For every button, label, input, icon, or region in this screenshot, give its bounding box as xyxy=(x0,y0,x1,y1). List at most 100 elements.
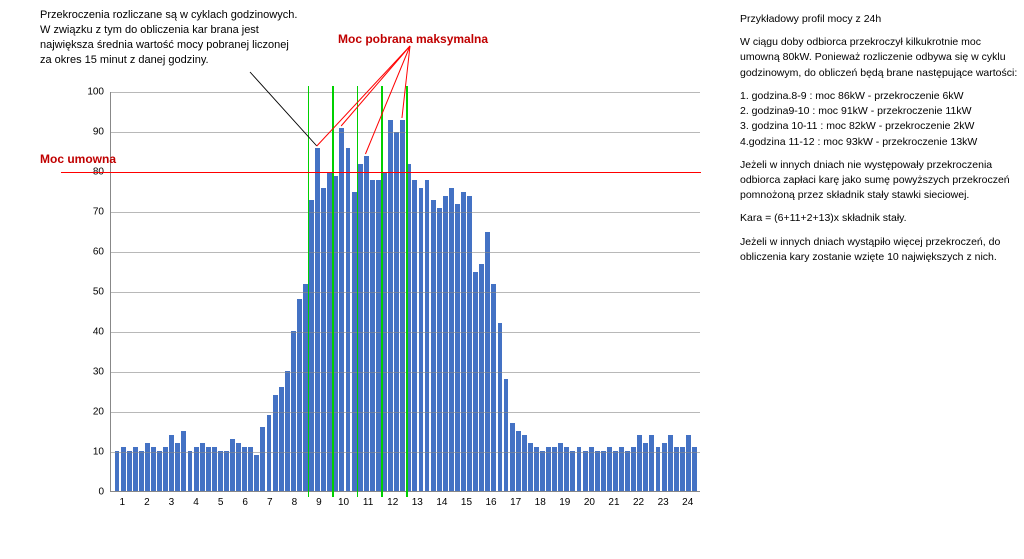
power-profile-chart: 0102030405060708090100123456789101112131… xyxy=(80,92,700,532)
bar xyxy=(352,192,357,491)
bar xyxy=(163,447,168,491)
x-tick-label: 4 xyxy=(193,497,199,508)
bar xyxy=(400,120,405,491)
bar xyxy=(510,423,515,491)
bar xyxy=(692,447,697,491)
exceedance-list: 1. godzina.8-9 : moc 86kW - przekroczeni… xyxy=(740,89,1020,150)
bar xyxy=(121,447,126,491)
y-tick-label: 90 xyxy=(80,127,104,138)
penalty-note-1: Jeżeli w innych dniach nie występowały p… xyxy=(740,158,1020,204)
x-tick-label: 19 xyxy=(559,497,570,508)
bar xyxy=(473,272,478,491)
x-tick-label: 13 xyxy=(412,497,423,508)
bar xyxy=(601,451,606,491)
hour-boundary-line xyxy=(406,86,408,497)
x-tick-label: 24 xyxy=(682,497,693,508)
bar xyxy=(461,192,466,491)
x-tick-label: 8 xyxy=(292,497,298,508)
contracted-power-line xyxy=(61,172,701,173)
bar xyxy=(564,447,569,491)
y-tick-label: 40 xyxy=(80,327,104,338)
bar xyxy=(595,451,600,491)
exceedance-row: 2. godzina9-10 : moc 91kW - przekroczeni… xyxy=(740,104,1020,119)
y-tick-label: 20 xyxy=(80,407,104,418)
bar xyxy=(151,447,156,491)
x-tick-label: 9 xyxy=(316,497,322,508)
max-power-label: Moc pobrana maksymalna xyxy=(338,32,488,46)
y-tick-label: 70 xyxy=(80,207,104,218)
bar xyxy=(315,148,320,491)
bar xyxy=(534,447,539,491)
bar xyxy=(297,299,302,491)
y-tick-label: 50 xyxy=(80,287,104,298)
hour-boundary-line xyxy=(332,86,334,497)
y-tick-label: 0 xyxy=(80,487,104,498)
bar xyxy=(583,451,588,491)
bar xyxy=(394,132,399,491)
bar xyxy=(230,439,235,491)
bar xyxy=(248,447,253,491)
bar xyxy=(309,200,314,491)
y-tick-label: 100 xyxy=(80,87,104,98)
x-tick-label: 1 xyxy=(120,497,126,508)
x-tick-label: 6 xyxy=(242,497,248,508)
bar xyxy=(157,451,162,491)
bar xyxy=(643,443,648,491)
x-tick-label: 15 xyxy=(461,497,472,508)
bar xyxy=(218,451,223,491)
bar xyxy=(668,435,673,491)
bar xyxy=(498,323,503,491)
bar xyxy=(133,447,138,491)
bar xyxy=(370,180,375,491)
bar xyxy=(212,447,217,491)
x-tick-label: 14 xyxy=(436,497,447,508)
bar xyxy=(419,188,424,491)
bar xyxy=(570,451,575,491)
bar xyxy=(589,447,594,491)
bar xyxy=(376,180,381,491)
hour-boundary-line xyxy=(357,86,359,497)
bar xyxy=(455,204,460,491)
contracted-power-label: Moc umowna xyxy=(40,152,116,166)
bar xyxy=(516,431,521,491)
bar xyxy=(528,443,533,491)
bar xyxy=(139,451,144,491)
bar xyxy=(175,443,180,491)
y-tick-label: 30 xyxy=(80,367,104,378)
bar xyxy=(680,447,685,491)
bar xyxy=(127,451,132,491)
y-tick-label: 10 xyxy=(80,447,104,458)
bar xyxy=(260,427,265,491)
bar xyxy=(467,196,472,491)
bar xyxy=(273,395,278,491)
x-tick-label: 16 xyxy=(485,497,496,508)
x-tick-label: 21 xyxy=(608,497,619,508)
bar xyxy=(188,451,193,491)
plot-area xyxy=(110,92,700,492)
bar xyxy=(619,447,624,491)
bar xyxy=(431,200,436,491)
penalty-formula: Kara = (6+11+2+13)x składnik stały. xyxy=(740,211,1020,226)
bar xyxy=(321,188,326,491)
bar xyxy=(437,208,442,491)
x-tick-label: 18 xyxy=(535,497,546,508)
bar xyxy=(662,443,667,491)
bar xyxy=(412,180,417,491)
bar xyxy=(631,447,636,491)
exceedance-row: 3. godzina 10-11 : moc 82kW - przekrocze… xyxy=(740,119,1020,134)
x-tick-label: 2 xyxy=(144,497,150,508)
bar xyxy=(577,447,582,491)
exceedance-row: 1. godzina.8-9 : moc 86kW - przekroczeni… xyxy=(740,89,1020,104)
bar xyxy=(279,387,284,491)
bar xyxy=(552,447,557,491)
bar xyxy=(504,379,509,491)
hour-boundary-line xyxy=(308,86,310,497)
bar xyxy=(540,451,545,491)
bar xyxy=(607,447,612,491)
bar xyxy=(181,431,186,491)
bar xyxy=(285,371,290,491)
bar xyxy=(388,120,393,491)
bar xyxy=(145,443,150,491)
bar xyxy=(169,435,174,491)
penalty-note-2: Jeżeli w innych dniach wystąpiło więcej … xyxy=(740,235,1020,265)
